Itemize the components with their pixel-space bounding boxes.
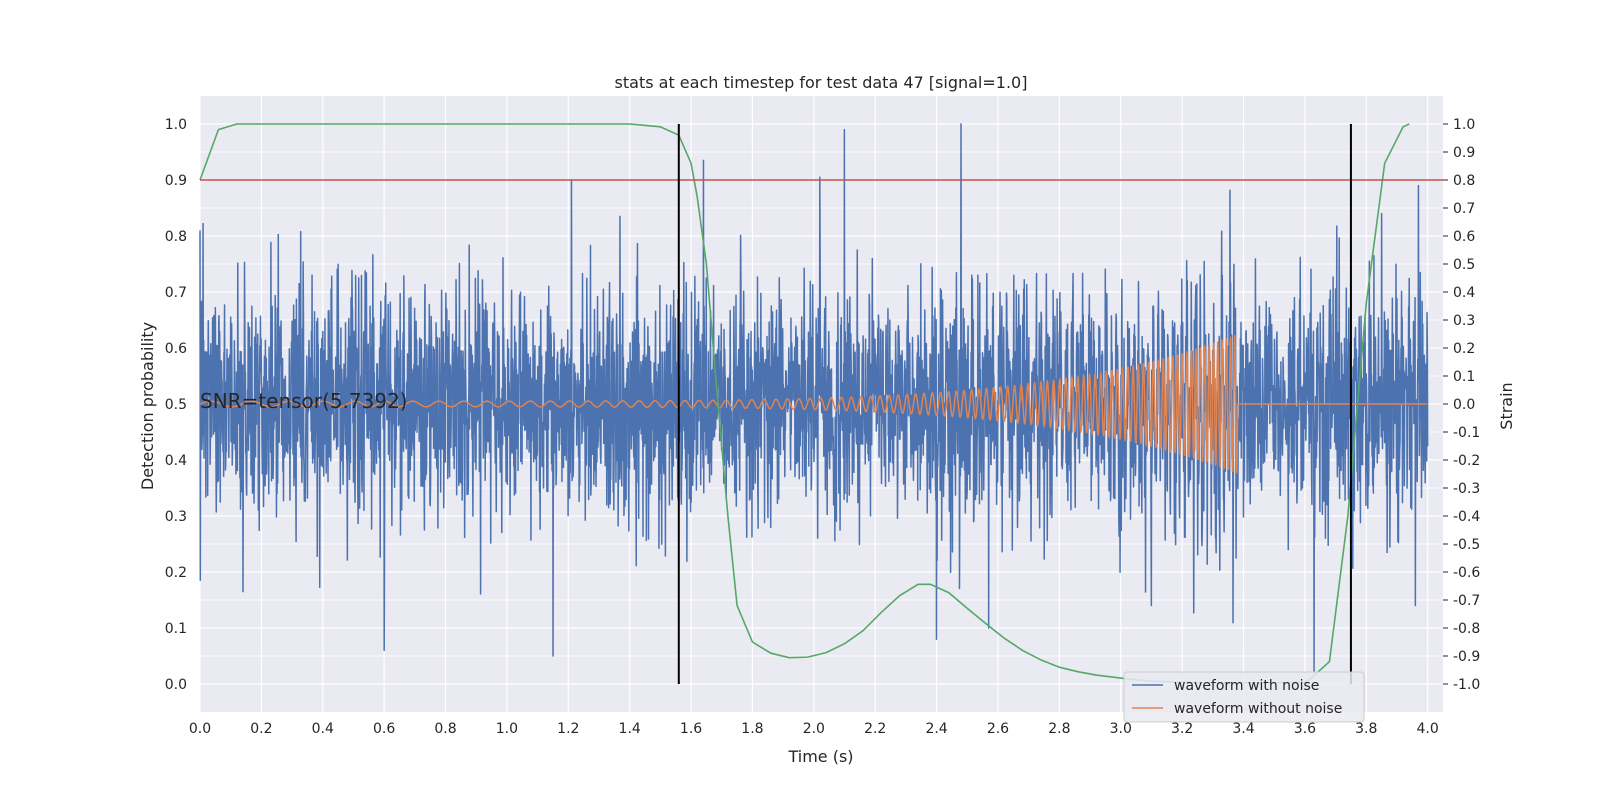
snr-annotation: SNR=tensor(5.7392) bbox=[200, 389, 408, 413]
right-y-tick-label: -0.4 bbox=[1453, 509, 1480, 525]
chart-title: stats at each timestep for test data 47 … bbox=[615, 73, 1028, 92]
right-y-tick-label: 0.6 bbox=[1453, 229, 1475, 245]
right-y-tick-label: 1.0 bbox=[1453, 117, 1475, 133]
right-y-tick-label: -0.1 bbox=[1453, 425, 1480, 441]
x-tick-label: 0.6 bbox=[373, 721, 395, 737]
x-axis-ticks: 0.0 0.2 0.4 0.6 0.8 1.0 1.2 1.4 1.6 1.8 2.0 2.2 2.4 2… bbox=[189, 721, 1439, 737]
x-tick-label: 3.8 bbox=[1355, 721, 1377, 737]
legend: waveform with noise waveform without noi… bbox=[1123, 671, 1365, 723]
right-y-tick-label: 0.1 bbox=[1453, 369, 1475, 385]
right-y-tick-label: -0.7 bbox=[1453, 593, 1480, 609]
right-y-tick-label: -0.2 bbox=[1453, 453, 1480, 469]
legend-box bbox=[1123, 671, 1365, 723]
x-tick-label: 3.4 bbox=[1232, 721, 1254, 737]
right-y-tick-label: 0.7 bbox=[1453, 201, 1475, 217]
x-tick-label: 0.2 bbox=[250, 721, 272, 737]
x-tick-label: 3.6 bbox=[1294, 721, 1316, 737]
y-tick-label: 0.9 bbox=[165, 173, 187, 189]
right-y-tick-label: -0.3 bbox=[1453, 481, 1480, 497]
right-y-tick-label: -0.9 bbox=[1453, 649, 1480, 665]
x-tick-label: 2.8 bbox=[1048, 721, 1070, 737]
right-y-tick-label: 0.3 bbox=[1453, 313, 1475, 329]
y-tick-label: 0.5 bbox=[165, 397, 187, 413]
x-tick-label: 3.0 bbox=[1110, 721, 1132, 737]
x-tick-label: 0.0 bbox=[189, 721, 211, 737]
y-tick-label: 0.0 bbox=[165, 677, 187, 693]
x-tick-label: 2.0 bbox=[803, 721, 825, 737]
y-tick-label: 0.2 bbox=[165, 565, 187, 581]
y-axis-label: Detection probability bbox=[138, 322, 157, 490]
y-tick-label: 0.7 bbox=[165, 285, 187, 301]
x-tick-label: 1.4 bbox=[619, 721, 641, 737]
x-axis-label: Time (s) bbox=[787, 747, 853, 766]
clean-waveform-line bbox=[199, 335, 1428, 474]
legend-label-clean: waveform without noise bbox=[1174, 701, 1342, 717]
right-y-tick-label: 0.2 bbox=[1453, 341, 1475, 357]
right-y-tick-label: 0.9 bbox=[1453, 145, 1475, 161]
x-tick-label: 2.6 bbox=[987, 721, 1009, 737]
x-tick-label: 2.2 bbox=[864, 721, 886, 737]
x-tick-label: 1.6 bbox=[680, 721, 702, 737]
legend-label-noisy: waveform with noise bbox=[1174, 678, 1319, 694]
right-y-axis-ticks: -1.0 -0.9 -0.8 -0.7 -0.6 -0.5 -0.4 -0.3 -0.2 -0.1… bbox=[1443, 117, 1480, 693]
right-y-tick-label: -1.0 bbox=[1453, 677, 1480, 693]
y-axis-ticks: 0.0 0.1 0.2 0.3 0.4 0.5 0.6 0.7 0.8 0.9 1.0 bbox=[165, 117, 187, 693]
x-tick-label: 1.0 bbox=[496, 721, 518, 737]
y-tick-label: 0.4 bbox=[165, 453, 187, 469]
right-y-tick-label: -0.8 bbox=[1453, 621, 1480, 637]
right-y-tick-label: 0.0 bbox=[1453, 397, 1475, 413]
y-tick-label: 0.3 bbox=[165, 509, 187, 525]
y-tick-label: 0.6 bbox=[165, 341, 187, 357]
right-y-tick-label: -0.6 bbox=[1453, 565, 1480, 581]
x-tick-label: 4.0 bbox=[1417, 721, 1439, 737]
x-tick-label: 0.8 bbox=[434, 721, 456, 737]
x-tick-label: 2.4 bbox=[925, 721, 947, 737]
y-tick-label: 0.1 bbox=[165, 621, 187, 637]
x-tick-label: 1.8 bbox=[741, 721, 763, 737]
x-tick-label: 0.4 bbox=[312, 721, 334, 737]
right-y-tick-label: 0.4 bbox=[1453, 285, 1475, 301]
x-tick-label: 3.2 bbox=[1171, 721, 1193, 737]
right-y-tick-label: 0.5 bbox=[1453, 257, 1475, 273]
x-tick-label: 1.2 bbox=[557, 721, 579, 737]
right-y-tick-label: 0.8 bbox=[1453, 173, 1475, 189]
y-tick-label: 1.0 bbox=[165, 117, 187, 133]
y-tick-label: 0.8 bbox=[165, 229, 187, 245]
right-y-tick-label: -0.5 bbox=[1453, 537, 1480, 553]
right-y-axis-label: Strain bbox=[1497, 382, 1516, 429]
